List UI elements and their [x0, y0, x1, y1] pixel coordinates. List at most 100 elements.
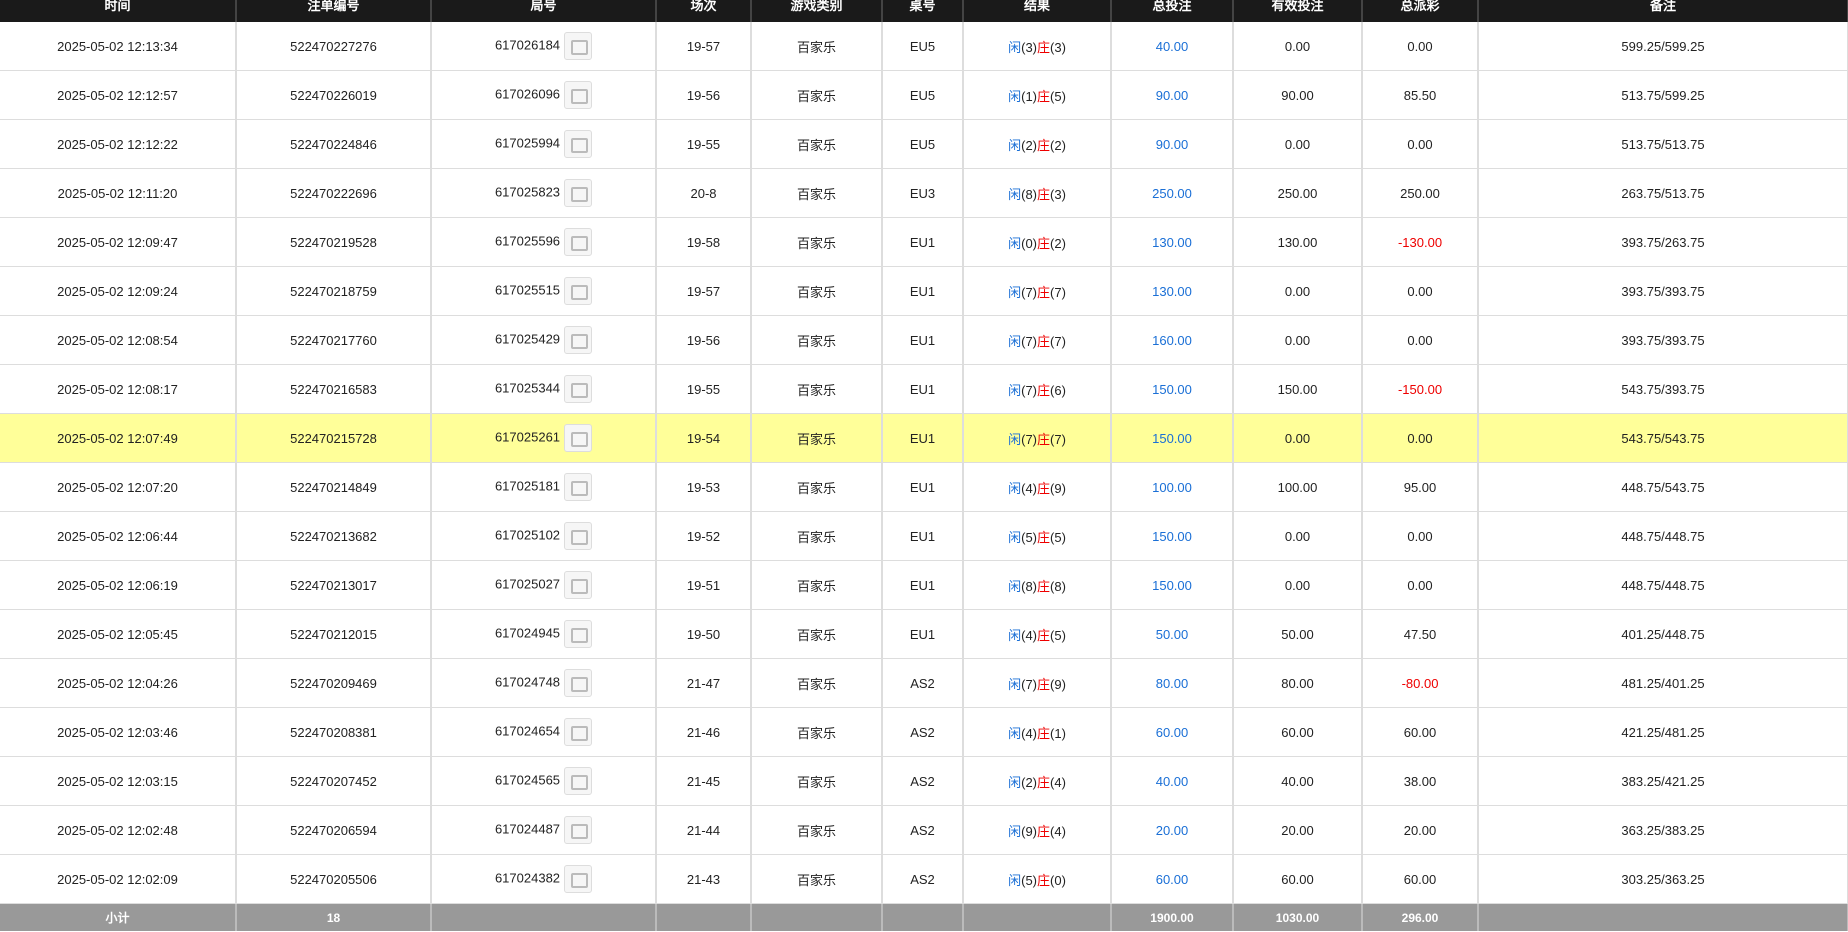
banker-label: 庄 [1037, 137, 1051, 153]
cell: 2025-05-02 12:08:17 [0, 364, 237, 414]
bet-row: 2025-05-02 12:03:15 522470207452 617024565… [0, 756, 1848, 806]
round-id: 617025823 [494, 184, 561, 200]
banker-value: (7) [1050, 333, 1066, 349]
cell: 19-58 [656, 217, 752, 267]
cell: 百家乐 [751, 462, 883, 512]
round-icon[interactable] [564, 767, 593, 795]
column-header: 结果 [963, 0, 1112, 22]
round-icon[interactable] [564, 130, 593, 158]
cell: 19-52 [656, 511, 752, 561]
cell: 80.00 [1111, 658, 1234, 708]
round-id: 617025027 [494, 576, 561, 592]
banker-label: 庄 [1037, 235, 1051, 251]
round-icon[interactable] [564, 179, 593, 207]
player-value: (5) [1021, 872, 1037, 888]
round-icon[interactable] [564, 375, 593, 403]
round-cell: 617025102 [431, 511, 657, 561]
bet-row: 2025-05-02 12:11:20 522470222696 617025823… [0, 168, 1848, 218]
cell: 百家乐 [751, 22, 883, 71]
column-header: 有效投注 [1233, 0, 1363, 22]
cell: 543.75/393.75 [1478, 364, 1848, 414]
cell: 150.00 [1111, 364, 1234, 414]
player-label: 闲 [1008, 529, 1022, 545]
banker-label: 庄 [1037, 627, 1051, 643]
cell: EU1 [882, 364, 964, 414]
banker-label: 庄 [1037, 431, 1051, 447]
banker-label: 庄 [1037, 382, 1051, 398]
cell: EU1 [882, 560, 964, 610]
cell: 0.00 [1362, 22, 1479, 71]
column-header: 注单编号 [236, 0, 432, 22]
cell: 90.00 [1233, 70, 1363, 120]
cell: 2025-05-02 12:05:45 [0, 609, 237, 659]
round-cell: 617025515 [431, 266, 657, 316]
player-label: 闲 [1008, 284, 1022, 300]
footer-cell: 296.00 [1362, 903, 1479, 931]
round-icon[interactable] [564, 32, 593, 60]
cell: 21-47 [656, 658, 752, 708]
cell: 2025-05-02 12:06:44 [0, 511, 237, 561]
cell: -130.00 [1362, 217, 1479, 267]
banker-value: (2) [1050, 137, 1066, 153]
cell: 2025-05-02 12:12:22 [0, 119, 237, 169]
cell: 47.50 [1362, 609, 1479, 659]
round-icon[interactable] [564, 571, 593, 599]
cell: 2025-05-02 12:02:09 [0, 854, 237, 904]
result-cell: 闲(2)庄(2) [963, 119, 1112, 169]
cell: 60.00 [1233, 707, 1363, 757]
round-icon[interactable] [564, 620, 593, 648]
round-icon[interactable] [564, 865, 593, 893]
cell: 60.00 [1362, 707, 1479, 757]
banker-label: 庄 [1037, 480, 1051, 496]
banker-value: (2) [1050, 235, 1066, 251]
cell: 50.00 [1111, 609, 1234, 659]
round-cell: 617026096 [431, 70, 657, 120]
cell: 百家乐 [751, 217, 883, 267]
cell: 150.00 [1111, 413, 1234, 463]
round-icon[interactable] [564, 816, 593, 844]
column-header: 备注 [1478, 0, 1848, 22]
round-cell: 617024565 [431, 756, 657, 806]
cell: 250.00 [1233, 168, 1363, 218]
player-value: (7) [1021, 333, 1037, 349]
result-cell: 闲(8)庄(8) [963, 560, 1112, 610]
cell: 20.00 [1111, 805, 1234, 855]
cell: 393.75/393.75 [1478, 266, 1848, 316]
round-icon[interactable] [564, 718, 593, 746]
round-icon[interactable] [564, 522, 593, 550]
cell: 21-46 [656, 707, 752, 757]
round-cell: 617024748 [431, 658, 657, 708]
cell: 20.00 [1233, 805, 1363, 855]
cell: 522470207452 [236, 756, 432, 806]
round-icon[interactable] [564, 277, 593, 305]
player-value: (4) [1021, 627, 1037, 643]
cell: 522470227276 [236, 22, 432, 71]
round-id: 617025181 [494, 478, 561, 494]
cell: 百家乐 [751, 266, 883, 316]
round-icon[interactable] [564, 473, 593, 501]
cell: 60.00 [1233, 854, 1363, 904]
round-icon[interactable] [564, 228, 593, 256]
bet-row: 2025-05-02 12:04:26 522470209469 617024748… [0, 658, 1848, 708]
header-row: 时间 注单编号 局号 场次 游戏类别 桌号 结果 总投注 有效投注 总派彩 备注 [0, 0, 1848, 22]
banker-label: 庄 [1037, 88, 1051, 104]
cell: 150.00 [1233, 364, 1363, 414]
round-cell: 617025027 [431, 560, 657, 610]
cell: 百家乐 [751, 364, 883, 414]
player-label: 闲 [1008, 39, 1022, 55]
cell: AS2 [882, 756, 964, 806]
round-icon[interactable] [564, 326, 593, 354]
cell: EU1 [882, 413, 964, 463]
round-icon[interactable] [564, 81, 593, 109]
player-value: (2) [1021, 137, 1037, 153]
round-cell: 617024487 [431, 805, 657, 855]
round-id: 617026096 [494, 86, 561, 102]
cell: 363.25/383.25 [1478, 805, 1848, 855]
player-value: (7) [1021, 382, 1037, 398]
round-icon[interactable] [564, 424, 593, 452]
bet-row: 2025-05-02 12:06:44 522470213682 617025102… [0, 511, 1848, 561]
banker-value: (9) [1050, 676, 1066, 692]
round-icon[interactable] [564, 669, 593, 697]
cell: 40.00 [1233, 756, 1363, 806]
